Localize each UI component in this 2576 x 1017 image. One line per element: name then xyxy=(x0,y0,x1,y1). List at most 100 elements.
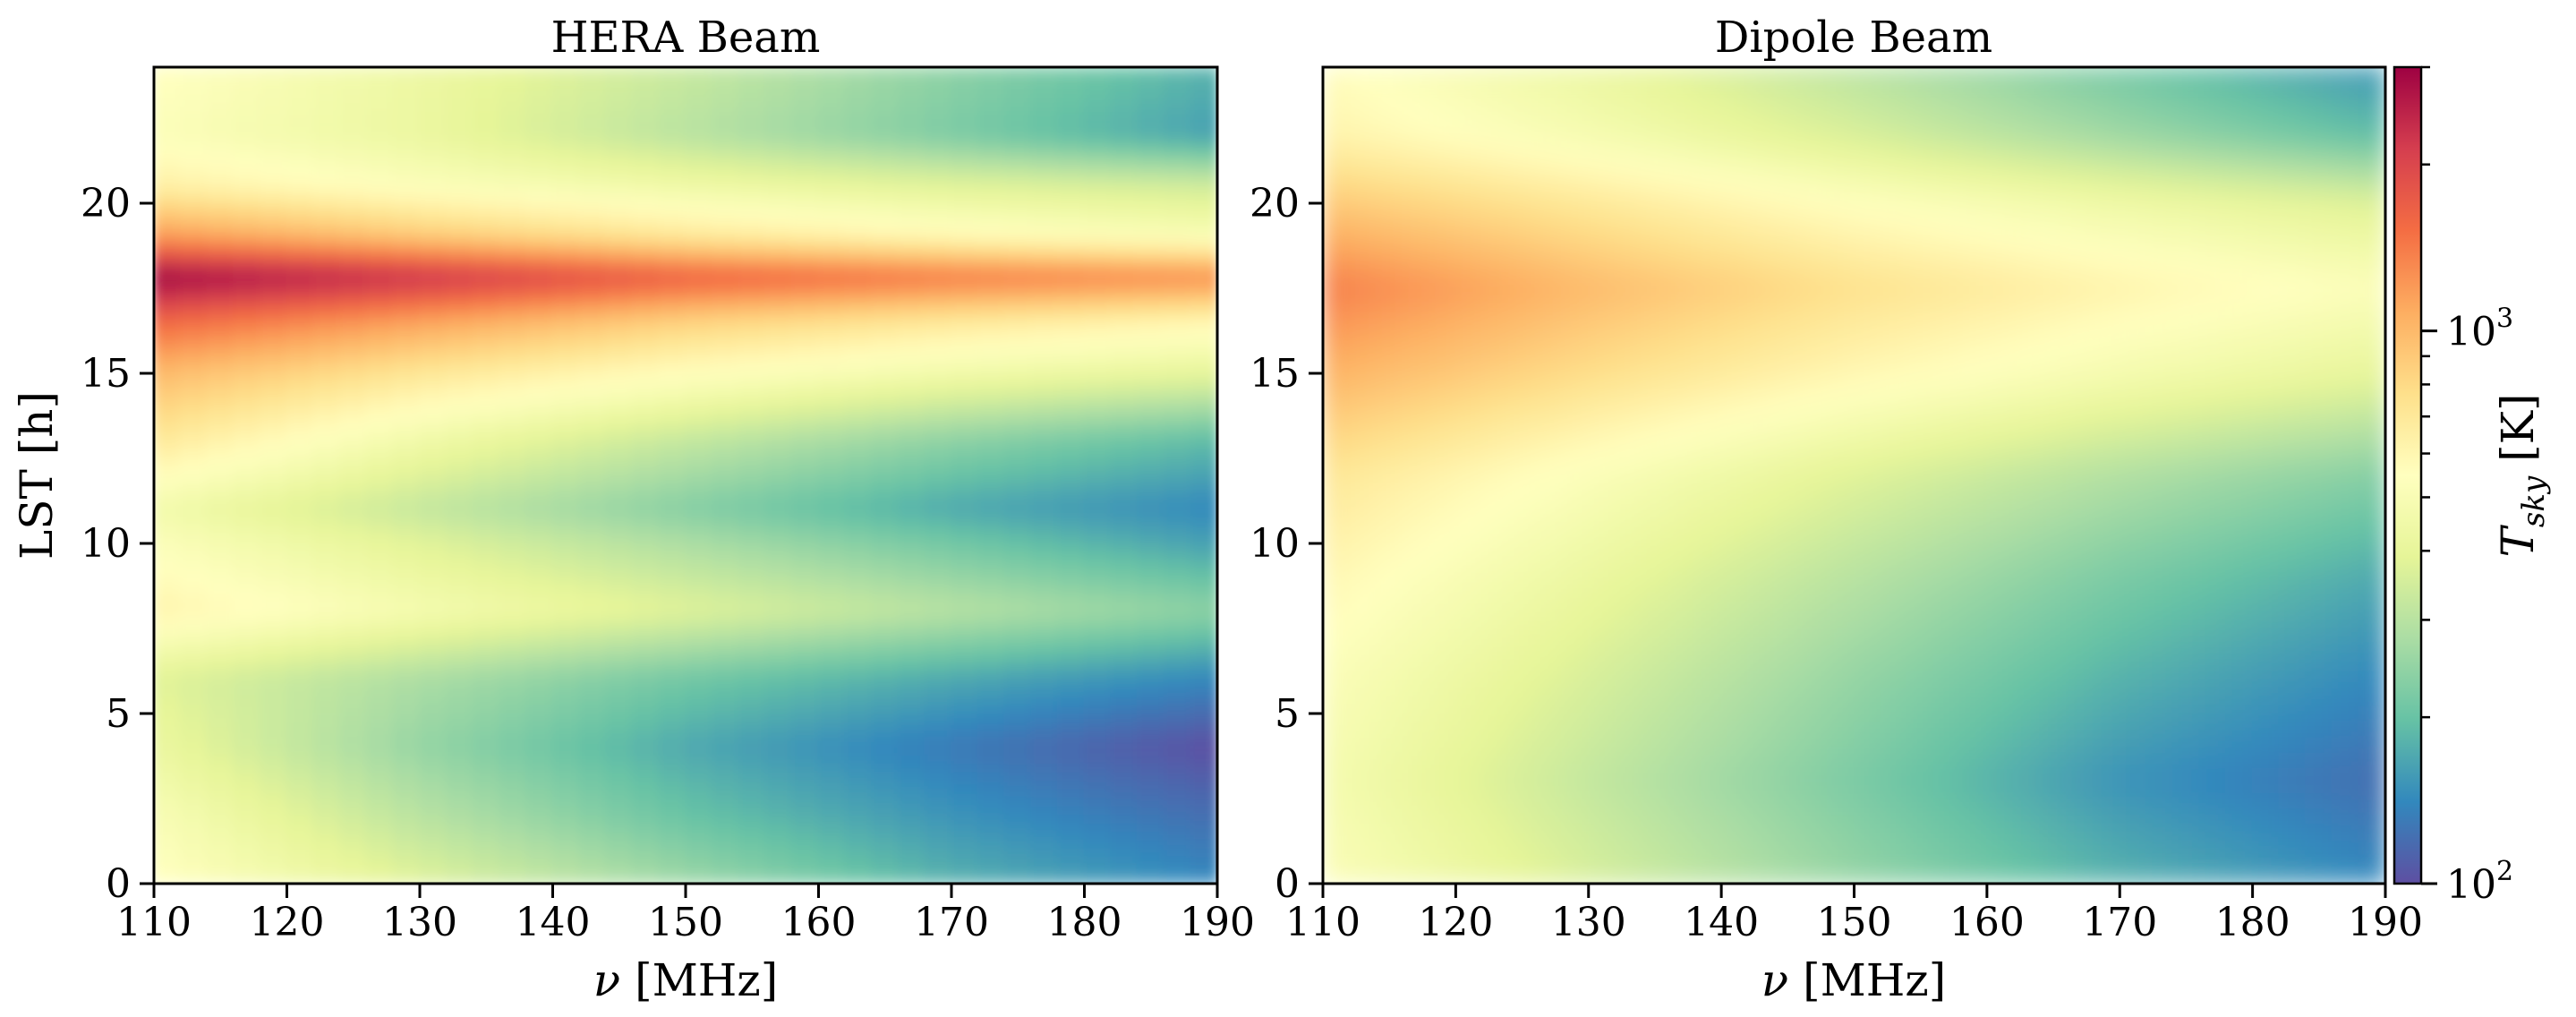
hera-heatmap-cell xyxy=(1136,406,1165,417)
dipole-heatmap-cell xyxy=(1534,117,1564,128)
hera-heatmap-cell xyxy=(1110,832,1139,842)
hera-heatmap-cell xyxy=(1136,287,1165,298)
hera-heatmap-cell xyxy=(790,747,820,757)
hera-heatmap-cell xyxy=(1003,764,1033,774)
hera-heatmap-cell xyxy=(419,738,448,748)
dipole-heatmap-cell xyxy=(2145,151,2174,162)
hera-heatmap-cell xyxy=(924,91,952,102)
hera-heatmap-cell xyxy=(179,713,209,723)
hera-heatmap-cell xyxy=(233,466,261,476)
hera-heatmap-cell xyxy=(578,840,607,850)
hera-heatmap-cell xyxy=(631,372,661,383)
hera-heatmap-cell xyxy=(1190,551,1217,561)
dipole-heatmap-cell xyxy=(1534,134,1564,145)
hera-heatmap-cell xyxy=(604,168,634,179)
hera-heatmap-cell xyxy=(658,526,687,536)
hera-heatmap-cell xyxy=(1136,338,1165,349)
hera-heatmap-cell xyxy=(286,414,315,425)
hera-heatmap-cell xyxy=(764,338,793,349)
hera-heatmap-cell xyxy=(392,108,421,119)
hera-heatmap-cell xyxy=(1110,329,1139,340)
hera-heatmap-cell xyxy=(1136,568,1165,578)
dipole-heatmap-cell xyxy=(1587,227,1616,238)
hera-heatmap-cell xyxy=(338,74,368,85)
hera-heatmap-cell xyxy=(206,432,235,442)
hera-heatmap-cell xyxy=(312,168,341,179)
hera-heatmap-cell xyxy=(1136,602,1165,612)
dipole-heatmap-cell xyxy=(1507,227,1537,238)
dipole-heatmap-cell xyxy=(1985,117,2015,128)
hera-heatmap-cell xyxy=(764,202,793,213)
hera-heatmap-cell xyxy=(1030,74,1059,85)
dipole-heatmap-cell xyxy=(1348,74,1378,85)
hera-heatmap-cell xyxy=(924,679,952,689)
hera-heatmap-cell xyxy=(1056,704,1086,714)
hera-heatmap-cell xyxy=(844,508,873,519)
hera-heatmap-cell xyxy=(658,594,687,604)
hera-heatmap-cell xyxy=(499,236,527,247)
hera-heatmap-cell xyxy=(1003,526,1033,536)
dipole-heatmap-cell xyxy=(1826,108,1855,119)
hera-heatmap-cell xyxy=(233,193,261,204)
hera-heatmap-cell xyxy=(259,312,288,323)
hera-heatmap-cell xyxy=(499,866,527,876)
hera-heatmap-cell xyxy=(578,577,607,587)
hera-heatmap-cell xyxy=(259,236,288,247)
hera-heatmap-cell xyxy=(764,764,793,774)
hera-heatmap-cell xyxy=(259,108,288,119)
hera-heatmap-cell xyxy=(233,423,261,434)
hera-heatmap-cell xyxy=(365,397,395,408)
hera-heatmap-cell xyxy=(844,628,873,638)
hera-heatmap-cell xyxy=(658,432,687,442)
hera-heatmap-cell xyxy=(1030,585,1059,595)
hera-heatmap-cell xyxy=(365,414,395,425)
hera-heatmap-cell xyxy=(312,568,341,578)
dipole-heatmap-cell xyxy=(1693,117,1723,128)
hera-heatmap-cell xyxy=(259,577,288,587)
hera-heatmap-cell xyxy=(897,679,926,689)
hera-heatmap-cell xyxy=(685,670,713,680)
dipole-heatmap-cell xyxy=(2224,227,2254,238)
dipole-heatmap-cell xyxy=(1534,253,1564,264)
hera-heatmap-cell xyxy=(206,363,235,374)
dipole-heatmap-cell xyxy=(1402,295,1430,306)
hera-heatmap-cell xyxy=(259,168,288,179)
hera-heatmap-cell xyxy=(1136,781,1165,791)
hera-heatmap-cell xyxy=(951,687,979,697)
hera-heatmap-cell xyxy=(499,91,527,102)
dipole-heatmap-cell xyxy=(2358,227,2385,238)
hera-heatmap-cell xyxy=(977,645,1006,655)
dipole-heatmap-cell xyxy=(2012,74,2042,85)
hera-heatmap-cell xyxy=(1003,636,1033,646)
dipole-heatmap-cell xyxy=(1693,142,1723,153)
hera-heatmap-cell xyxy=(551,168,581,179)
hera-heatmap-cell xyxy=(977,253,1006,264)
dipole-heatmap-cell xyxy=(1323,185,1351,196)
hera-heatmap-cell xyxy=(870,304,900,315)
hera-heatmap-cell xyxy=(286,261,315,272)
hera-heatmap-cell xyxy=(604,117,634,128)
hera-heatmap-cell xyxy=(790,363,820,374)
hera-heatmap-cell xyxy=(817,227,847,238)
hera-heatmap-cell xyxy=(711,168,740,179)
hera-heatmap-cell xyxy=(897,585,926,595)
hera-heatmap-cell xyxy=(1163,329,1192,340)
hera-heatmap-cell xyxy=(419,151,448,162)
dipole-heatmap-cell xyxy=(1534,193,1564,204)
hera-heatmap-cell xyxy=(817,508,847,519)
hera-heatmap-cell xyxy=(551,287,581,298)
hera-heatmap-cell xyxy=(445,168,474,179)
dipole-heatmap-cell xyxy=(1428,278,1457,289)
dipole-heatmap-cell xyxy=(1932,168,1962,179)
hera-heatmap-cell xyxy=(578,312,607,323)
dipole-heatmap-cell xyxy=(1853,74,1882,85)
hera-heatmap-cell xyxy=(711,355,740,366)
hera-heatmap-cell xyxy=(658,287,687,298)
hera-heatmap-cell xyxy=(233,866,261,876)
hera-heatmap-cell xyxy=(1003,806,1033,816)
hera-heatmap-cell xyxy=(578,628,607,638)
hera-heatmap-cell xyxy=(499,338,527,349)
dipole-heatmap-cell xyxy=(2331,74,2360,85)
hera-heatmap-cell xyxy=(790,329,820,340)
hera-heatmap-cell xyxy=(259,730,288,740)
